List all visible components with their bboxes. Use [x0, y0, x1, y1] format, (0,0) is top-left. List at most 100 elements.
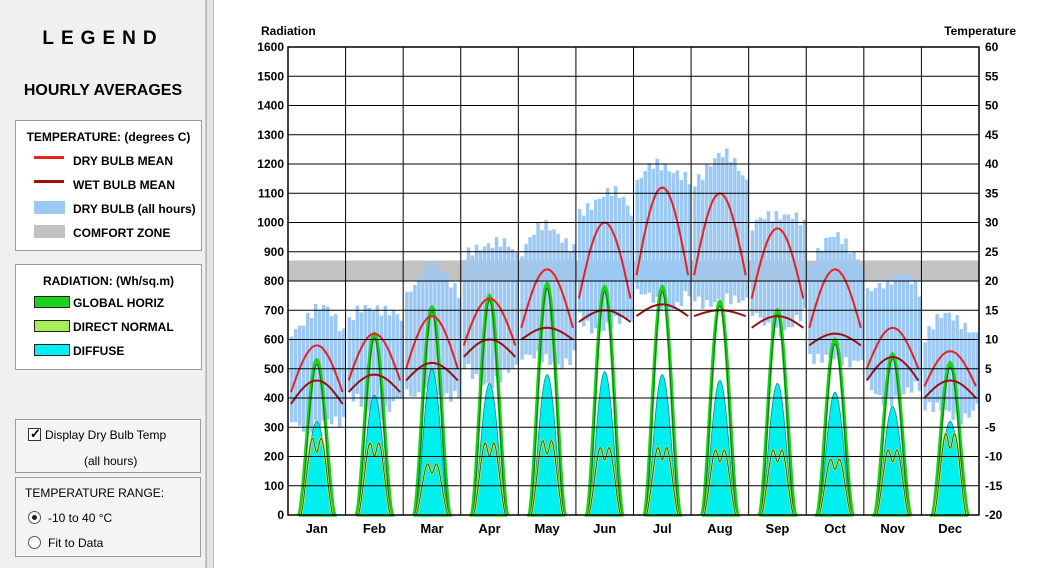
y2-tick-label: 60: [985, 40, 999, 54]
y2-tick-label: -10: [985, 450, 1003, 464]
dry-bulb-all-hours-segment: [474, 244, 479, 375]
dry-bulb-all-hours-segment: [885, 276, 890, 398]
direct-normal-outline: [703, 449, 737, 516]
dry-bulb-all-hours-segment: [601, 197, 606, 332]
legend-item-label: DRY BULB (all hours): [73, 202, 196, 216]
dry-bulb-all-hours-segment: [462, 259, 467, 369]
y2-tick-label: 0: [985, 391, 992, 405]
dry-bulb-all-hours-segment: [330, 316, 334, 425]
dry-bulb-all-hours-segment: [750, 230, 755, 317]
dry-bulb-all-hours-segment: [441, 272, 445, 397]
dry-bulb-all-hours-segment: [790, 218, 795, 328]
dry-bulb-all-hours-segment: [923, 342, 927, 411]
x-tick-label: Jul: [653, 521, 672, 536]
dry-bulb-all-hours-segment: [659, 170, 663, 311]
direct-normal-outline: [933, 433, 967, 516]
y-axis-title: Radiation: [261, 24, 316, 38]
x-tick-label: Dec: [938, 521, 962, 536]
dry-bulb-all-hours-segment: [359, 312, 364, 407]
dry-bulb-all-hours-segment: [971, 332, 975, 411]
dry-bulb-all-hours-segment: [935, 313, 939, 403]
dry-bulb-all-hours-segment: [290, 336, 294, 423]
dry-bulb-all-hours-segment: [581, 215, 586, 327]
chart-area: 0 100 200 300 400 500 600 700 800 900 1000 1100 1200…: [214, 0, 1039, 568]
radio-fit-to-data[interactable]: [28, 536, 41, 549]
dry-bulb-all-hours-segment: [351, 320, 356, 402]
dry-bulb-all-hours-segment: [709, 166, 713, 307]
y-tick-label: 1200: [257, 157, 284, 171]
dry-bulb-all-hours-segment: [786, 214, 791, 328]
legend-item-label: WET BULB MEAN: [73, 178, 175, 192]
dry-bulb-all-hours-segment: [725, 148, 729, 294]
dry-bulb-all-hours-segment: [663, 164, 667, 305]
x-tick-label: Jun: [593, 521, 616, 536]
panel-splitter[interactable]: [206, 0, 214, 568]
dry-bulb-all-hours-segment: [510, 249, 515, 369]
x-tick-label: May: [534, 521, 560, 536]
legend-panel: LEGEND HOURLY AVERAGES TEMPERATURE: (deg…: [0, 0, 206, 568]
legend-item-dry-bulb-mean: DRY BULB MEAN: [16, 148, 201, 172]
dry-bulb-all-hours-segment: [881, 288, 886, 406]
dry-bulb-all-hours-segment: [963, 322, 967, 414]
dry-bulb-all-hours-segment: [865, 288, 870, 380]
global-horiz-outline: [587, 290, 623, 516]
dry-bulb-all-hours-segment: [564, 238, 568, 359]
direct-normal-outline: [300, 437, 334, 516]
dry-bulb-all-hours-segment: [621, 196, 626, 317]
dry-bulb-all-hours-segment: [651, 168, 655, 304]
diffuse-area: [531, 374, 563, 516]
y-tick-label: 1600: [257, 40, 284, 54]
dry-bulb-all-hours-segment: [613, 185, 618, 317]
dry-bulb-all-hours-segment: [383, 305, 388, 407]
dry-bulb-all-hours-segment: [782, 214, 787, 330]
climate-chart: 0100200300400500600700800900100011001200…: [257, 24, 1016, 536]
direct-normal-outline: [645, 447, 679, 516]
dry-bulb-all-hours-segment: [927, 326, 931, 402]
y2-tick-label: 30: [985, 216, 999, 230]
y2-tick-label: 50: [985, 99, 999, 113]
y-tick-label: 1500: [257, 69, 284, 83]
checkmark-icon: ✓: [30, 426, 41, 441]
global-horiz-curve: [700, 298, 741, 517]
legend-item-diffuse: DIFFUSE: [16, 338, 201, 362]
temperature-legend-heading: TEMPERATURE: (degrees C): [26, 130, 191, 144]
dry-bulb-all-hours-segment: [294, 328, 298, 423]
dry-bulb-all-hours-segment: [536, 222, 540, 352]
dry-bulb-all-hours-segment: [967, 332, 971, 418]
x-tick-label: Feb: [363, 521, 386, 536]
diffuse-area: [762, 382, 793, 516]
radio-range-fixed[interactable]: [28, 511, 41, 524]
global-horiz-curve: [642, 284, 683, 517]
legend-item-label: DIRECT NORMAL: [73, 320, 174, 334]
dry-bulb-all-hours-segment: [824, 237, 828, 355]
legend-item-label: COMFORT ZONE: [73, 226, 171, 240]
dry-bulb-all-hours-segment: [741, 175, 745, 301]
dry-bulb-all-hours-segment: [955, 315, 959, 414]
global-horiz-swatch: [34, 296, 70, 308]
y2-tick-label: 5: [985, 362, 992, 376]
y-tick-label: 500: [264, 362, 284, 376]
dry-bulb-all-hours-segment: [893, 273, 898, 397]
dry-bulb-all-hours-segment: [617, 198, 622, 324]
display-dry-bulb-label: Display Dry Bulb Temp: [45, 428, 167, 442]
dry-bulb-all-hours-segment: [391, 310, 396, 402]
dry-bulb-all-hours-segment: [729, 162, 733, 305]
dry-bulb-all-hours-segment: [754, 219, 759, 313]
dry-bulb-all-hours-segment: [532, 234, 536, 359]
dry-bulb-all-hours-segment: [840, 244, 844, 366]
display-dry-bulb-checkbox[interactable]: ✓: [28, 426, 41, 441]
plot-frame: [287, 46, 980, 516]
dry-bulb-all-hours-segment: [889, 284, 894, 407]
x-tick-label: Oct: [824, 521, 846, 536]
dry-bulb-all-hours-segment: [762, 219, 767, 326]
dry-bulb-all-hours-segment: [905, 273, 910, 388]
display-dry-bulb-box: ✓ Display Dry Bulb Temp (all hours): [15, 419, 201, 473]
dry-bulb-all-hours-segment: [721, 157, 725, 304]
dry-bulb-all-hours-segment: [486, 243, 491, 384]
diffuse-area: [704, 380, 736, 516]
dry-bulb-all-hours-segment: [701, 179, 705, 310]
dry-bulb-all-hours-segment: [758, 217, 763, 318]
y-tick-label: 900: [264, 245, 284, 259]
global-horiz-curve: [872, 351, 913, 517]
x-tick-label: Mar: [420, 521, 443, 536]
